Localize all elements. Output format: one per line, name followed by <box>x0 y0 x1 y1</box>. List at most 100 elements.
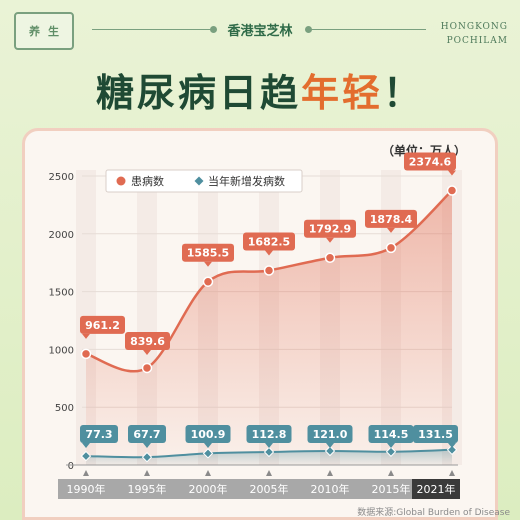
data-label-pointer <box>143 443 151 448</box>
x-tick-label: 2010年 <box>311 482 350 496</box>
brand-dot-left <box>210 26 217 33</box>
x-tick-marker <box>327 470 333 476</box>
health-badge: 养 生 <box>14 12 74 50</box>
data-label-box <box>413 425 458 443</box>
data-label-box <box>128 425 166 443</box>
data-point <box>202 448 214 459</box>
data-label-box <box>80 425 118 443</box>
badge-char-2: 生 <box>48 25 59 38</box>
data-point <box>385 446 397 457</box>
data-label-box <box>404 152 456 171</box>
series-area <box>86 449 452 465</box>
data-label-box <box>182 243 234 262</box>
data-label: 1585.5 <box>187 247 229 260</box>
data-point <box>263 265 275 276</box>
data-label-pointer <box>265 443 273 448</box>
x-tick-marker <box>449 470 455 476</box>
data-point <box>141 362 153 374</box>
data-label: 1878.4 <box>370 213 413 226</box>
y-tick-label: 500 <box>55 403 74 414</box>
x-tick-label: 2005年 <box>250 482 289 496</box>
x-tick-label: 2000年 <box>189 482 228 496</box>
data-label: 1792.9 <box>309 223 351 236</box>
data-point <box>263 446 275 458</box>
data-point <box>446 185 458 196</box>
x-tick-marker <box>144 470 150 476</box>
page-title-accent: 年轻 <box>300 71 383 115</box>
data-label-box <box>125 331 170 350</box>
legend-label-prevalence: 患病数 <box>131 174 164 188</box>
y-tick-label: 2500 <box>49 172 74 183</box>
data-label-pointer <box>82 443 90 448</box>
data-label: 67.7 <box>133 428 160 441</box>
data-label-pointer <box>265 250 273 256</box>
data-label: 112.8 <box>252 428 287 441</box>
data-label: 2374.6 <box>409 155 452 168</box>
data-label: 114.5 <box>374 428 409 441</box>
x-tick-marker <box>83 470 89 476</box>
data-label-box <box>185 425 231 443</box>
data-label-box <box>365 209 417 228</box>
data-label-pointer <box>326 237 334 243</box>
brand-english: HONGKONG POCHILAM <box>428 20 508 48</box>
brand-divider-left <box>92 29 212 30</box>
brand-name: 香港宝芝林 <box>227 24 293 39</box>
data-label: 121.0 <box>313 428 348 441</box>
brand-dot-right <box>305 26 312 33</box>
data-label-box <box>243 232 295 251</box>
legend-marker-incidence <box>194 176 204 186</box>
brand-english-line-2: POCHILAM <box>446 36 508 46</box>
data-label-pointer <box>448 170 456 176</box>
y-tick-label: 1000 <box>49 345 74 356</box>
data-point <box>80 450 92 462</box>
data-label: 961.2 <box>85 319 120 332</box>
data-point <box>80 348 92 360</box>
data-label: 131.5 <box>418 428 453 441</box>
data-point <box>141 451 153 463</box>
data-label-pointer <box>82 333 90 339</box>
data-point <box>324 252 336 263</box>
data-label-box <box>368 425 414 443</box>
data-point <box>202 276 214 287</box>
y-tick-label: 0 <box>68 461 74 472</box>
legend-label-incidence: 当年新增发病数 <box>208 174 285 188</box>
data-label-pointer <box>204 443 212 448</box>
y-tick-label: 1500 <box>49 288 74 299</box>
data-label-pointer <box>448 443 456 448</box>
x-tick-marker <box>266 470 272 476</box>
brand-divider-right <box>310 29 426 30</box>
x-tick-label: 2021年 <box>417 482 456 496</box>
page-title: 糖尿病日趋年轻！ <box>0 62 520 117</box>
brand-english-line-1: HONGKONG <box>440 22 508 32</box>
data-label: 1682.5 <box>248 236 290 249</box>
legend-box <box>105 169 303 193</box>
y-tick-label: 2000 <box>49 230 74 241</box>
series-area <box>86 190 452 465</box>
data-label-box <box>304 219 356 238</box>
year-bar <box>58 479 460 499</box>
page-title-main: 糖尿病日趋 <box>95 71 301 115</box>
data-label-pointer <box>387 443 395 448</box>
data-label: 77.3 <box>85 428 112 441</box>
data-label: 839.6 <box>130 335 165 348</box>
legend-marker-prevalence <box>116 176 126 186</box>
data-label-pointer <box>204 261 212 267</box>
data-label-box <box>80 315 125 334</box>
data-source: 数据来源:Global Burden of Disease <box>357 508 510 518</box>
badge-char-1: 养 <box>29 25 40 38</box>
data-label-box <box>307 425 353 443</box>
data-point <box>324 445 336 457</box>
data-label-box <box>246 425 292 443</box>
data-label: 100.9 <box>191 428 226 441</box>
x-tick-label: 1995年 <box>128 482 167 496</box>
year-bar-highlight <box>412 479 460 499</box>
page-title-end: ！ <box>383 71 425 115</box>
x-tick-label: 1990年 <box>67 482 106 496</box>
data-point <box>446 444 458 456</box>
x-tick-label: 2015年 <box>372 482 411 496</box>
data-label-pointer <box>143 349 151 355</box>
data-label-pointer <box>387 227 395 233</box>
data-point <box>385 242 397 254</box>
x-tick-marker <box>388 470 394 476</box>
